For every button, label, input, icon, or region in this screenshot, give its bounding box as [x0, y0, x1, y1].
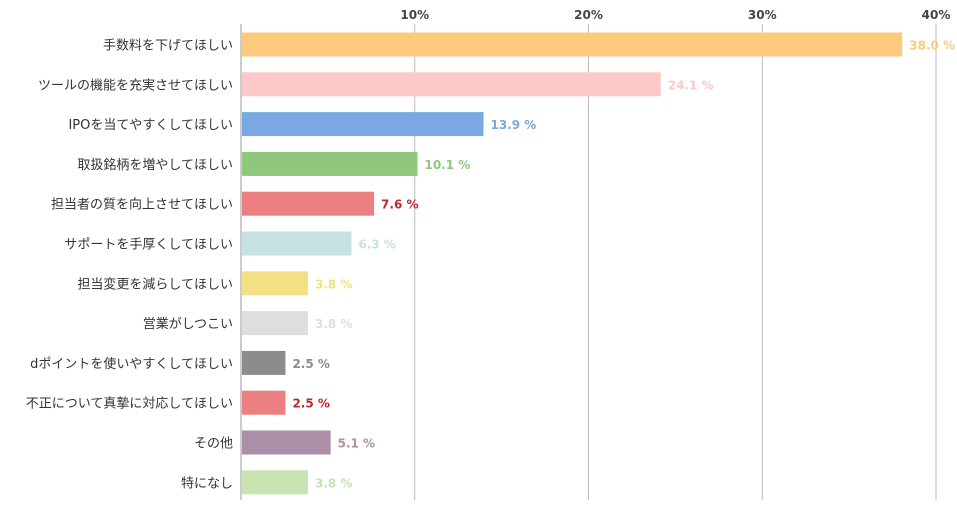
- value-label: 7.6 %: [381, 198, 418, 212]
- category-label: dポイントを使いやすくしてほしい: [30, 356, 233, 372]
- category-label: 担当者の質を向上させてほしい: [51, 197, 233, 213]
- value-label: 38.0 %: [909, 39, 955, 53]
- tick-labels: 10% 20% 30% 40%: [400, 8, 950, 22]
- category-label: 手数料を下げてほしい: [103, 39, 233, 54]
- category-label: 担当変更を減らしてほしい: [77, 276, 233, 292]
- value-label: 3.8 %: [315, 317, 352, 331]
- category-label: 取扱銘柄を増やしてほしい: [77, 158, 233, 173]
- value-label: 10.1 %: [424, 158, 470, 172]
- bar: [242, 430, 331, 455]
- value-label: 3.8 %: [315, 476, 352, 490]
- value-label: 3.8 %: [315, 277, 352, 291]
- bar: [242, 72, 661, 97]
- x-tick-label: 40%: [922, 8, 951, 22]
- bar: [242, 271, 309, 296]
- category-label: ツールの機能を充実させてほしい: [38, 77, 233, 93]
- category-label: 特になし: [181, 476, 233, 491]
- bars: [242, 32, 903, 495]
- bar: [242, 311, 309, 336]
- category-label: サポートを手厚くしてほしい: [64, 238, 233, 253]
- bar: [242, 32, 903, 57]
- value-labels: 38.0 % 24.1 % 13.9 % 10.1 % 7.6 % 6.3 % 3.8 % 3…: [292, 39, 955, 491]
- value-label: 13.9 %: [491, 118, 537, 132]
- category-label: 不正について真摯に対応してほしい: [26, 397, 233, 412]
- category-label: IPOを当てやすくしてほしい: [68, 118, 233, 133]
- grid-layer: [240, 24, 937, 500]
- x-tick-label: 10%: [400, 8, 429, 22]
- value-label: 6.3 %: [358, 238, 395, 252]
- bar: [242, 390, 286, 415]
- value-label: 2.5 %: [292, 357, 329, 371]
- bar: [242, 231, 352, 256]
- bar: [242, 112, 484, 137]
- bar: [242, 470, 309, 495]
- value-label: 5.1 %: [338, 437, 375, 451]
- bar: [242, 350, 286, 375]
- value-label: 2.5 %: [292, 397, 329, 411]
- x-tick-label: 30%: [748, 8, 777, 22]
- x-tick-label: 20%: [574, 8, 603, 22]
- bar: [242, 151, 418, 176]
- category-label: その他: [194, 437, 233, 452]
- bar: [242, 191, 375, 216]
- value-label: 24.1 %: [668, 78, 714, 92]
- category-label: 営業がしつこい: [143, 316, 233, 332]
